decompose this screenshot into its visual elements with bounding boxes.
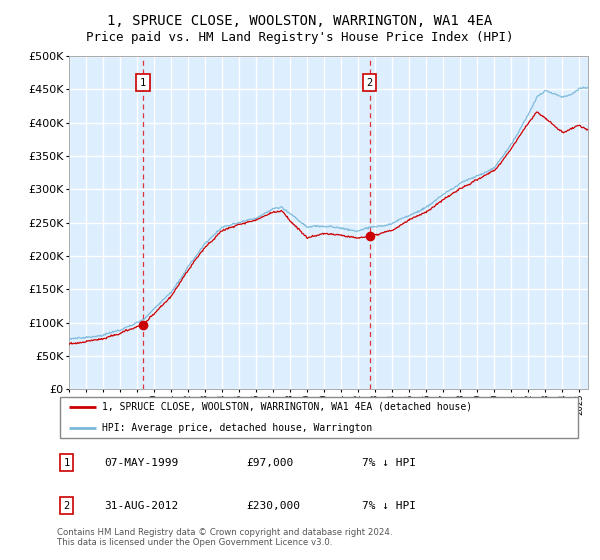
Text: Contains HM Land Registry data © Crown copyright and database right 2024.
This d: Contains HM Land Registry data © Crown c… xyxy=(57,528,392,547)
Text: 31-AUG-2012: 31-AUG-2012 xyxy=(104,501,179,511)
Text: 2: 2 xyxy=(367,78,373,88)
Text: 7% ↓ HPI: 7% ↓ HPI xyxy=(361,458,415,468)
Text: HPI: Average price, detached house, Warrington: HPI: Average price, detached house, Warr… xyxy=(101,422,372,432)
Text: £97,000: £97,000 xyxy=(246,458,293,468)
Text: 1, SPRUCE CLOSE, WOOLSTON, WARRINGTON, WA1 4EA (detached house): 1, SPRUCE CLOSE, WOOLSTON, WARRINGTON, W… xyxy=(101,402,472,412)
Text: Price paid vs. HM Land Registry's House Price Index (HPI): Price paid vs. HM Land Registry's House … xyxy=(86,31,514,44)
Text: 1: 1 xyxy=(64,458,70,468)
Text: 2: 2 xyxy=(64,501,70,511)
Text: 1: 1 xyxy=(140,78,146,88)
Text: £230,000: £230,000 xyxy=(246,501,300,511)
Text: 7% ↓ HPI: 7% ↓ HPI xyxy=(361,501,415,511)
FancyBboxPatch shape xyxy=(59,396,578,438)
Text: 1, SPRUCE CLOSE, WOOLSTON, WARRINGTON, WA1 4EA: 1, SPRUCE CLOSE, WOOLSTON, WARRINGTON, W… xyxy=(107,14,493,28)
Text: 07-MAY-1999: 07-MAY-1999 xyxy=(104,458,179,468)
